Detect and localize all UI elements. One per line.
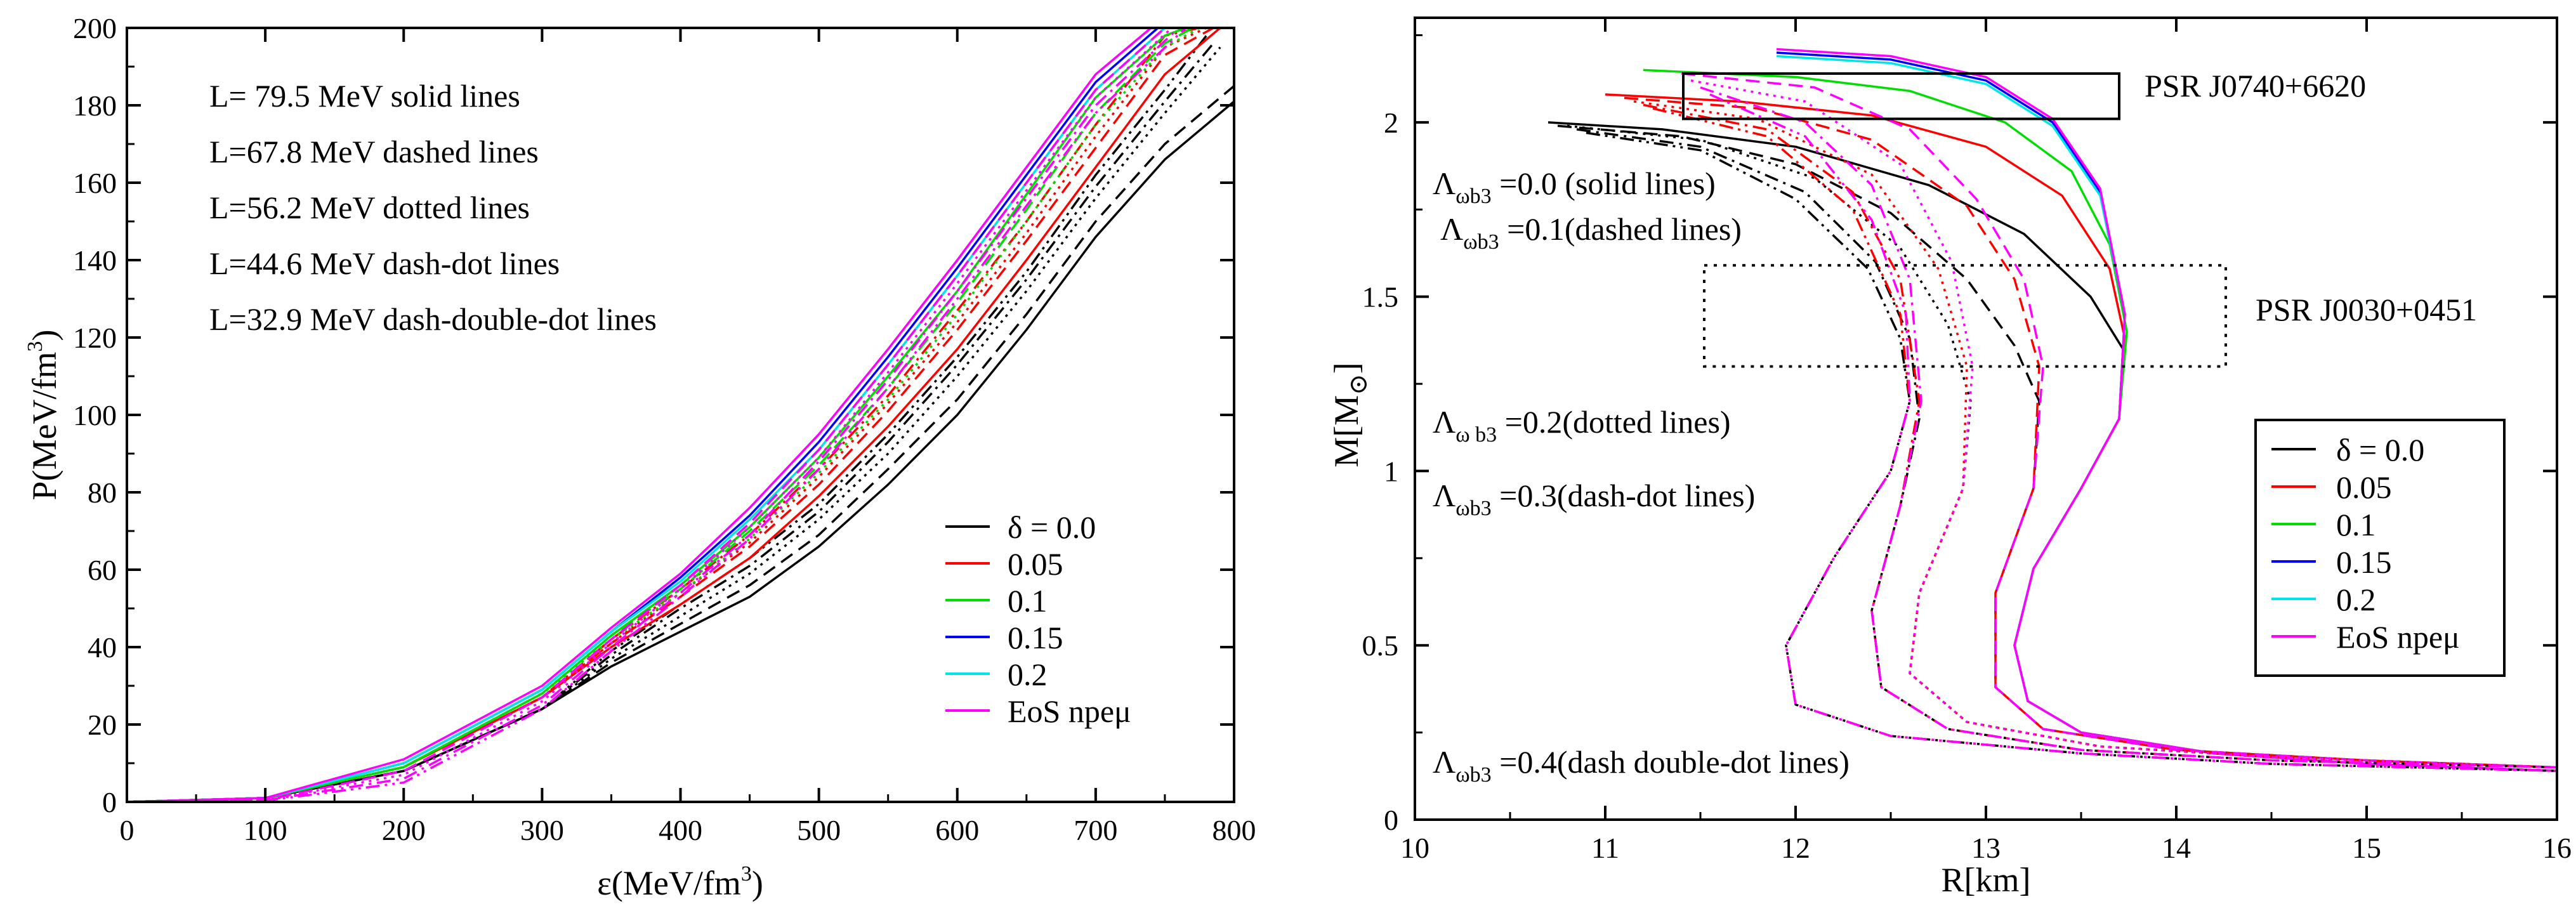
eos-x-tick-label: 700 <box>1074 814 1117 846</box>
lambda-annotation-3: Λωb3 =0.3(dash-dot lines) <box>1433 478 1755 520</box>
note-l-56: L=56.2 MeV dotted lines <box>209 190 530 225</box>
constraint-box-psr-j0740-6620 <box>1682 72 2120 121</box>
mr-legend-label-3: 0.15 <box>2336 544 2392 580</box>
mr-series-npe-0-0 <box>1776 48 2558 772</box>
mr-x-tick-label: 12 <box>1781 832 1810 864</box>
eos-y-tick-label: 80 <box>88 476 117 509</box>
mr-y-tick-label: 1.5 <box>1362 281 1399 313</box>
mr-axis-ticks: 10 11 12 13 14 15 16 0 0.5 1 1.5 2 <box>1362 18 2572 864</box>
eos-legend: δ = 0.0 0.05 0.1 0.15 0.2 EoS npeμ <box>945 509 1131 729</box>
mr-x-tick-label: 15 <box>2352 832 2381 864</box>
eos-x-tick-label: 200 <box>382 814 426 846</box>
constraint-box-psr-j0030-0451 <box>1703 264 2227 368</box>
mr-legend: δ = 0.0 0.05 0.1 0.15 0.2 EoS npeμ <box>2254 419 2506 677</box>
mr-y-tick-label: 0 <box>1384 804 1398 836</box>
eos-series-npe-dash-dot <box>126 27 1180 803</box>
lambda-annotation-0: Λωb3 =0.0 (solid lines) <box>1433 166 1716 208</box>
mass-radius-panel: 10 11 12 13 14 15 16 0 0.5 1 1.5 2 PSR J0740+6620 P… <box>1327 16 2572 899</box>
mr-legend-label-1: 0.05 <box>2336 469 2392 505</box>
eos-legend-label-5: EoS npeμ <box>1008 693 1131 729</box>
eos-legend-label-0: δ = 0.0 <box>1008 509 1096 545</box>
eos-legend-label-1: 0.05 <box>1008 546 1063 582</box>
mr-legend-box <box>2254 419 2506 677</box>
eos-panel: 0 100 200 300 400 500 600 700 800 0 20 40 60 80 100 120… <box>23 12 1256 902</box>
eos-y-tick-label: 100 <box>73 399 117 431</box>
eos-series-npe-dash-double-dot <box>126 27 1186 803</box>
eos-y-tick-label: 60 <box>88 554 117 586</box>
eos-y-tick-label: 140 <box>73 244 117 277</box>
eos-axis-ticks: 0 100 200 300 400 500 600 700 800 0 20 40 60 80 100 120… <box>73 12 1256 846</box>
eos-x-tick-label: 400 <box>659 814 702 846</box>
eos-y-tick-label: 160 <box>73 167 117 199</box>
eos-legend-label-4: 0.2 <box>1008 657 1048 692</box>
eos-y-tick-label: 180 <box>73 89 117 122</box>
eos-series-0-05-dash-dot <box>126 27 1200 803</box>
psr-j0740-label: PSR J0740+6620 <box>2145 68 2366 103</box>
mr-y-axis-label: M[M⊙] <box>1327 362 1372 468</box>
eos-x-tick-label: 0 <box>120 814 135 846</box>
mr-x-tick-label: 16 <box>2542 832 2572 864</box>
note-l-79: L= 79.5 MeV solid lines <box>209 78 520 114</box>
eos-y-tick-label: 0 <box>102 786 117 818</box>
note-l-32: L=32.9 MeV dash-double-dot lines <box>209 301 657 337</box>
eos-series-npe-dashed <box>126 27 1166 803</box>
mr-y-tick-label: 0.5 <box>1362 629 1399 662</box>
lambda-annotation-4: Λωb3 =0.4(dash double-dot lines) <box>1433 744 1850 787</box>
mr-x-tick-label: 10 <box>1400 832 1429 864</box>
lambda-annotation-1: Λωb3 =0.1(dashed lines) <box>1440 211 1742 254</box>
constraint-boxes <box>1682 72 2227 368</box>
mr-series-npe-0-3 <box>1700 86 2558 769</box>
eos-series-npe-dotted <box>126 27 1173 803</box>
eos-x-tick-label: 600 <box>935 814 979 846</box>
mr-series-npe-0-2 <box>1690 79 2558 769</box>
mr-y-tick-label: 1 <box>1384 455 1398 487</box>
note-l-67: L=67.8 MeV dashed lines <box>209 134 539 169</box>
mr-x-tick-label: 11 <box>1591 832 1619 864</box>
mr-x-tick-label: 13 <box>1971 832 2001 864</box>
lambda-annotation-2: Λω b3 =0.2(dotted lines) <box>1433 404 1731 447</box>
eos-y-tick-label: 40 <box>88 631 117 664</box>
eos-series-npe-solid <box>126 27 1152 803</box>
eos-x-tick-label: 500 <box>797 814 841 846</box>
eos-y-tick-label: 20 <box>88 709 117 741</box>
psr-j0030-label: PSR J0030+0451 <box>2256 292 2477 327</box>
eos-y-tick-label: 120 <box>73 322 117 354</box>
eos-x-tick-label: 800 <box>1212 814 1256 846</box>
mr-series-npe-0-1 <box>1681 72 2558 769</box>
mr-legend-label-5: EoS npeμ <box>2336 619 2460 655</box>
eos-legend-label-2: 0.1 <box>1008 583 1048 619</box>
eos-series-0-1-dotted <box>126 27 1200 803</box>
eos-legend-label-3: 0.15 <box>1008 620 1063 655</box>
mr-legend-label-4: 0.2 <box>2336 582 2376 617</box>
mass-radius-curves <box>1548 48 2558 772</box>
eos-series-0-0-dash-dot <box>126 43 1214 803</box>
mr-legend-label-2: 0.1 <box>2336 507 2376 542</box>
eos-x-tick-label: 100 <box>244 814 287 846</box>
mr-legend-label-0: δ = 0.0 <box>2336 432 2424 468</box>
note-l-44: L=44.6 MeV dash-dot lines <box>209 246 560 281</box>
eos-series-0-0-dotted <box>126 46 1221 803</box>
eos-y-axis-label: P(MeV/fm3) <box>23 330 63 501</box>
mr-x-axis-label: R[km] <box>1942 861 2031 899</box>
eos-x-axis-label: ε(MeV/fm3) <box>597 862 763 902</box>
eos-curves <box>126 27 1235 803</box>
eos-y-tick-label: 200 <box>73 12 117 44</box>
eos-x-tick-label: 300 <box>520 814 564 846</box>
mr-series-npe-0-4 <box>1709 93 2558 772</box>
mr-y-tick-label: 2 <box>1384 107 1398 139</box>
eos-series-0-0-dash-double-dot <box>126 35 1207 803</box>
mr-x-tick-label: 14 <box>2162 832 2191 864</box>
